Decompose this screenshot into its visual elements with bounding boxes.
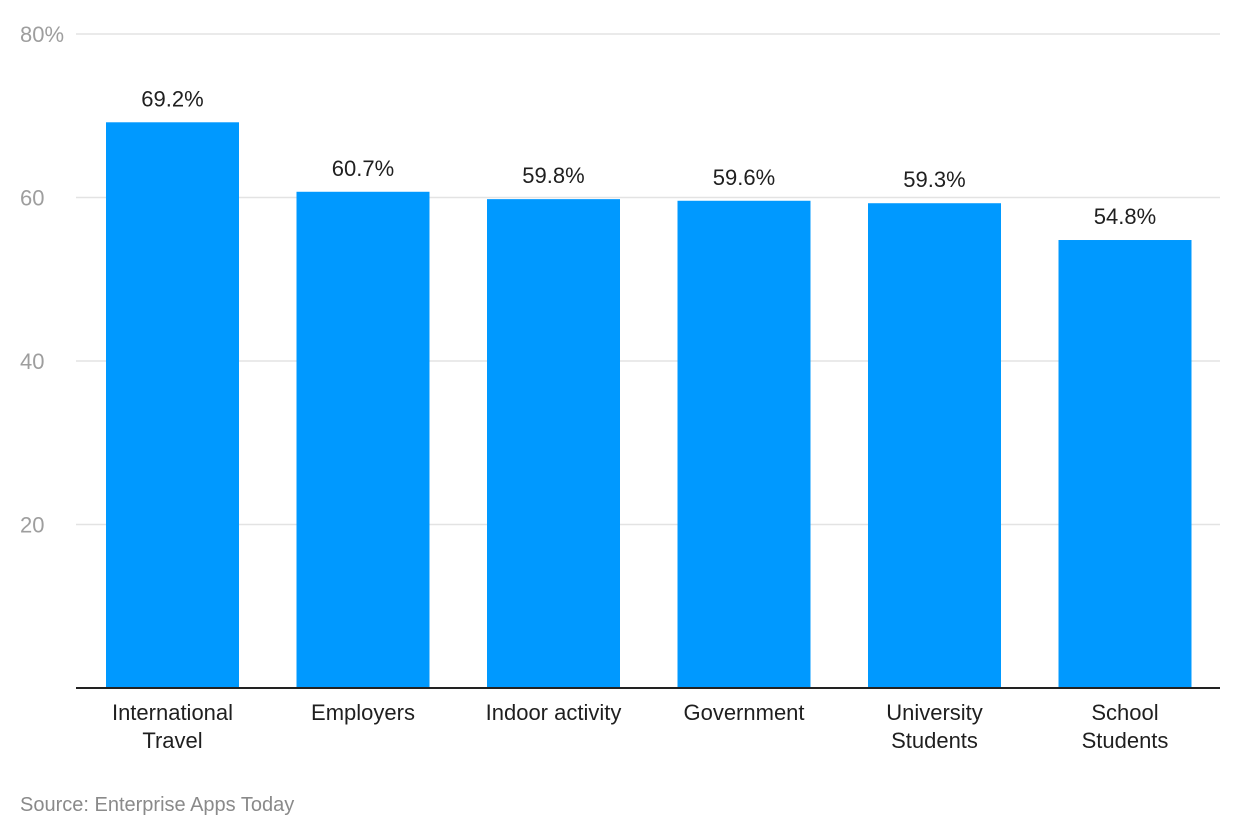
- category-label-4-1: Students: [891, 728, 978, 753]
- source-note: Source: Enterprise Apps Today: [20, 794, 295, 816]
- category-label-0-1: Travel: [142, 728, 202, 753]
- data-label-2: 59.8%: [522, 163, 584, 188]
- y-tick-label-80: 80%: [20, 22, 64, 47]
- category-label-2-0: Indoor activity: [486, 700, 622, 725]
- bar-4: [868, 203, 1001, 688]
- category-label-4-0: University: [886, 700, 983, 725]
- y-tick-label-20: 20: [20, 513, 44, 538]
- bar-1: [296, 191, 430, 688]
- data-label-4: 59.3%: [903, 167, 965, 192]
- bar-0: [106, 122, 239, 689]
- y-tick-label-60: 60: [20, 186, 44, 211]
- data-label-1: 60.7%: [332, 156, 394, 181]
- y-tick-label-40: 40: [20, 349, 44, 374]
- bar-2: [487, 199, 620, 688]
- bar-3: [677, 200, 811, 688]
- data-label-5: 54.8%: [1094, 204, 1156, 229]
- category-label-5-1: Students: [1082, 728, 1169, 753]
- data-label-0: 69.2%: [141, 86, 203, 111]
- category-label-3-0: Government: [683, 700, 804, 725]
- category-label-5-0: School: [1091, 700, 1158, 725]
- data-label-3: 59.6%: [713, 165, 775, 190]
- category-label-0-0: International: [112, 700, 233, 725]
- category-label-1-0: Employers: [311, 700, 415, 725]
- bar-5: [1058, 240, 1192, 688]
